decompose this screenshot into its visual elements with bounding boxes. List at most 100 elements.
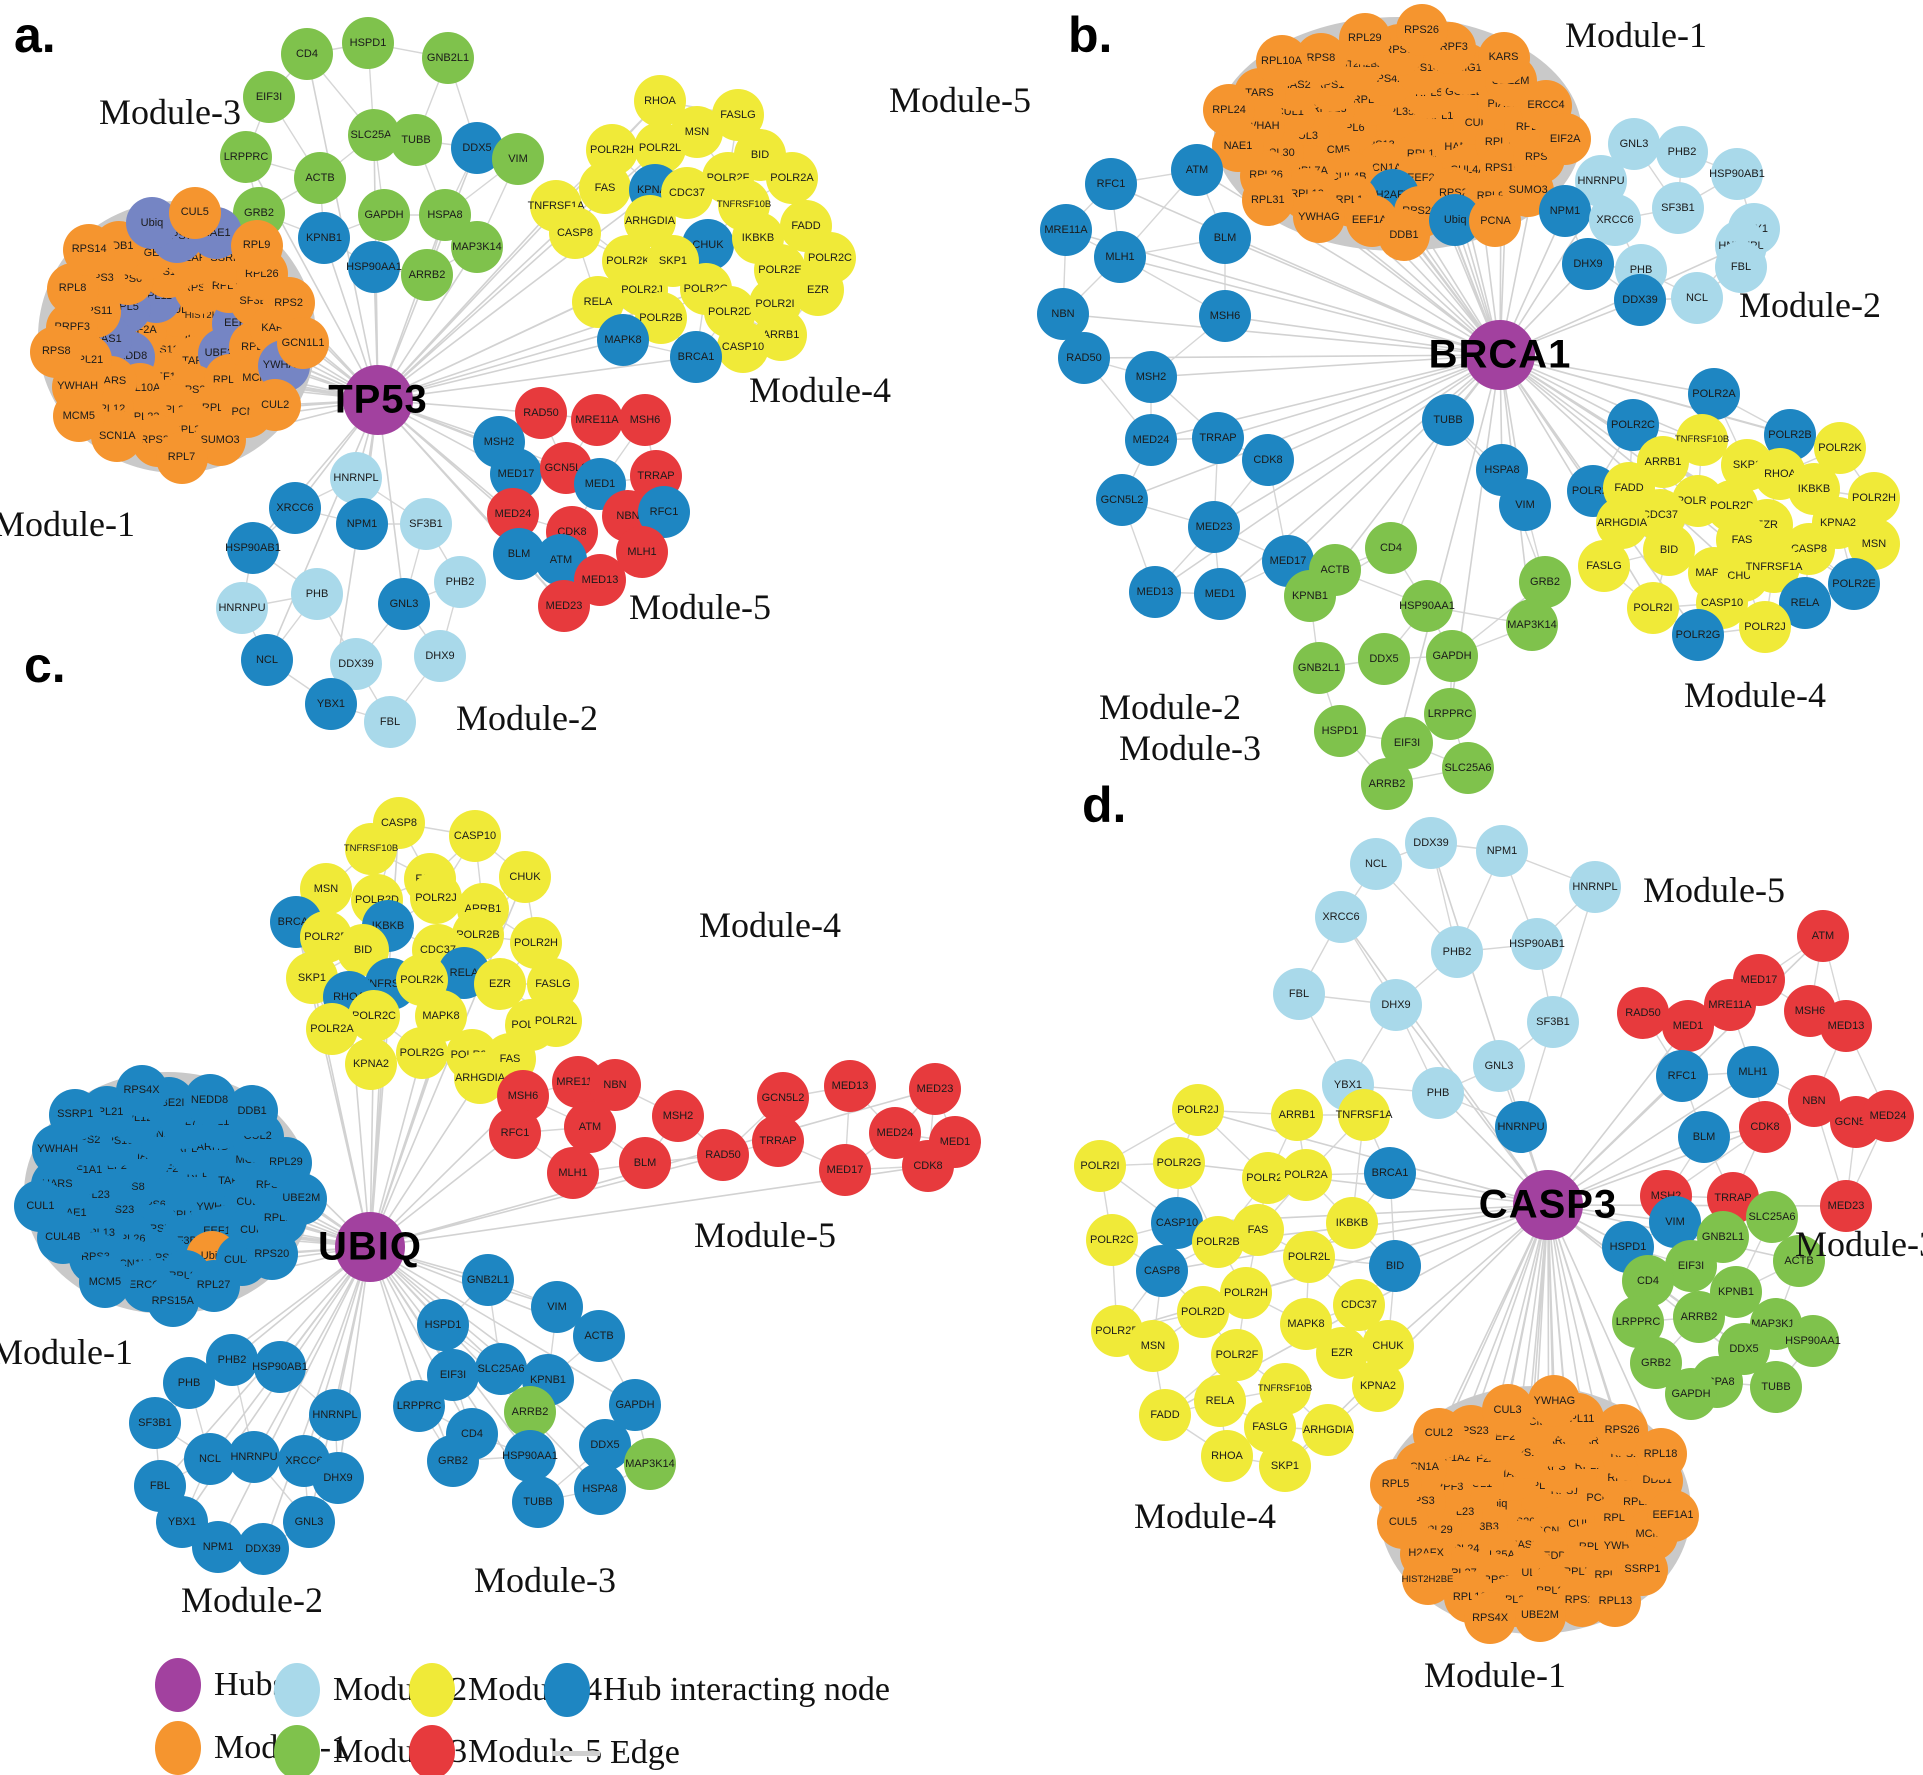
node-label-CUL2: CUL2 xyxy=(1424,1427,1453,1440)
node-RPL5: RPL5 xyxy=(1369,1458,1422,1511)
node-CD4: CD4 xyxy=(1365,522,1417,574)
node-MED13: MED13 xyxy=(1820,1000,1872,1052)
node-HSP90AB1: HSP90AB1 xyxy=(1509,918,1565,970)
node-label-SKP1: SKP1 xyxy=(658,254,688,267)
node-RPS20: RPS20 xyxy=(245,1228,298,1281)
node-label-HSP90AA1: HSP90AA1 xyxy=(346,260,402,273)
node-CUL1: CUL1 xyxy=(14,1180,67,1233)
node-label-MED13: MED13 xyxy=(581,573,619,586)
node-LRPPRC: LRPPRC xyxy=(1612,1296,1664,1348)
node-RPL24: RPL24 xyxy=(1203,84,1256,137)
node-HNRNPL: HNRNPL xyxy=(330,452,382,504)
node-label-TNFRSF10B: TNFRSF10B xyxy=(1674,434,1730,446)
node-label-CDK8: CDK8 xyxy=(1253,453,1283,466)
node-HSP90AA1: HSP90AA1 xyxy=(502,1430,558,1482)
node-HSPD1: HSPD1 xyxy=(417,1299,469,1351)
node-label-POLR2L: POLR2L xyxy=(1287,1250,1331,1263)
node-RHOA: RHOA xyxy=(634,75,686,127)
node-label-XRCC6: XRCC6 xyxy=(276,501,314,514)
node-label-XRCC6: XRCC6 xyxy=(1596,213,1634,226)
node-label-POLR2F: POLR2F xyxy=(1215,1348,1259,1361)
node-label-PHB2: PHB2 xyxy=(445,575,475,588)
node-label-MRE11A: MRE11A xyxy=(1044,223,1088,236)
node-label-PCNA: PCNA xyxy=(1480,214,1511,227)
node-POLR2L: POLR2L xyxy=(530,995,582,1047)
node-label-MLH1: MLH1 xyxy=(1738,1065,1768,1078)
node-label-UBE2I: UBE2I xyxy=(152,1096,185,1109)
node-label-YWHAH: YWHAH xyxy=(1603,1540,1645,1553)
node-PHB: PHB xyxy=(163,1357,215,1409)
node-TUBB: TUBB xyxy=(1750,1361,1802,1413)
node-NCL: NCL xyxy=(241,634,293,686)
node-DHX9: DHX9 xyxy=(1370,979,1422,1031)
node-label-Ubiq: Ubiq xyxy=(1443,213,1467,226)
node-HNRNPL: HNRNPL xyxy=(1569,861,1621,913)
hub-label-brca1: BRCA1 xyxy=(1428,332,1572,377)
node-label-IKBKB: IKBKB xyxy=(371,919,405,932)
node-label-RPL26: RPL26 xyxy=(1603,1512,1638,1525)
node-label-TARS: TARS xyxy=(1245,87,1274,100)
node-MED23: MED23 xyxy=(1188,501,1240,553)
module-label-module-3: Module-3 xyxy=(1795,1224,1923,1264)
node-RPL18: RPL18 xyxy=(1634,1428,1687,1481)
node-label-LRPPRC: LRPPRC xyxy=(1615,1315,1661,1328)
node-label-YWHAH: YWHAH xyxy=(1238,119,1280,132)
node-label-MAPK8: MAPK8 xyxy=(422,1009,460,1022)
node-DDB1: DDB1 xyxy=(1377,209,1430,262)
node-label-POLR2G: POLR2G xyxy=(1156,1156,1202,1169)
node-label-CUL5: CUL5 xyxy=(1464,116,1493,129)
node-label-RAD50: RAD50 xyxy=(1066,351,1102,364)
node-label-RPS2: RPS2 xyxy=(274,296,303,309)
node-label-POLR2J: POLR2J xyxy=(621,283,663,296)
node-label-HSPA8: HSPA8 xyxy=(427,208,463,221)
node-label-POLR2K: POLR2K xyxy=(1246,1171,1290,1184)
node-label-RPS2: RPS2 xyxy=(1438,186,1468,199)
node-HIST2H2BE: HIST2H2BE xyxy=(1401,1553,1454,1606)
node-label-GRB2: GRB2 xyxy=(1530,575,1560,588)
node-label-PHB: PHB xyxy=(177,1376,201,1389)
node-label-ACTB: ACTB xyxy=(1784,1254,1814,1267)
node-RELA: RELA xyxy=(1194,1375,1246,1427)
node-label-HSPD1: HSPD1 xyxy=(349,36,387,49)
node-label-RPL7A: RPL7A xyxy=(169,1116,205,1129)
node-label-PRPF3: PRPF3 xyxy=(1432,41,1468,54)
module-label-module-3: Module-3 xyxy=(1119,728,1261,768)
node-RAD50: RAD50 xyxy=(697,1129,749,1181)
node-label-POLR2K: POLR2K xyxy=(1818,441,1862,454)
node-BID: BID xyxy=(1643,524,1695,576)
node-label-CUL1: CUL1 xyxy=(1275,106,1304,119)
node-label-MCM4: MCM4 xyxy=(1635,1528,1668,1541)
node-label-KPNA2: KPNA2 xyxy=(352,1057,390,1070)
node-ACTB: ACTB xyxy=(573,1310,625,1362)
node-label-RPL21: RPL21 xyxy=(1536,1584,1570,1597)
node-label-MRE11A: MRE11A xyxy=(556,1075,600,1088)
node-label-ARRB1: ARRB1 xyxy=(1644,455,1682,468)
node-label-SF3B1: SF3B1 xyxy=(138,1416,172,1429)
node-label-ARHGEF4: ARHGEF4 xyxy=(120,247,173,260)
node-label-RPS20: RPS20 xyxy=(176,384,212,397)
module-label-module-5: Module-5 xyxy=(629,587,771,627)
node-label-MSN: MSN xyxy=(1861,537,1887,550)
node-label-RAD50: RAD50 xyxy=(1625,1006,1661,1019)
node-MSH2: MSH2 xyxy=(652,1090,704,1142)
node-label-HSPA8: HSPA8 xyxy=(1484,463,1520,476)
node-label-EZR: EZR xyxy=(807,283,829,296)
node-label-PHB2: PHB2 xyxy=(217,1353,247,1366)
node-label-EIF2A: EIF2A xyxy=(1549,132,1581,145)
node-label-CUL5: CUL5 xyxy=(180,206,209,219)
node-label-MLH1: MLH1 xyxy=(627,545,657,558)
node-label-RPL7: RPL7 xyxy=(167,451,196,464)
node-label-POLR2A: POLR2A xyxy=(1284,1168,1328,1181)
node-label-SUMO3: SUMO3 xyxy=(1508,184,1548,197)
node-label-RPL21: RPL21 xyxy=(69,353,104,366)
node-POLR2B: POLR2B xyxy=(1192,1216,1244,1268)
node-label-DDB1: DDB1 xyxy=(1642,1474,1672,1487)
node-MLH1: MLH1 xyxy=(547,1147,599,1199)
node-MSN: MSN xyxy=(1127,1320,1179,1372)
node-label-HARS: HARS xyxy=(95,375,127,388)
node-label-CUL3: CUL3 xyxy=(1289,129,1319,142)
node-label-SLC25A6: SLC25A6 xyxy=(477,1362,525,1375)
node-label-DDX39: DDX39 xyxy=(245,1542,281,1555)
node-label-GNL3: GNL3 xyxy=(389,597,419,610)
node-YWHAG: YWHAG xyxy=(1528,1375,1581,1428)
